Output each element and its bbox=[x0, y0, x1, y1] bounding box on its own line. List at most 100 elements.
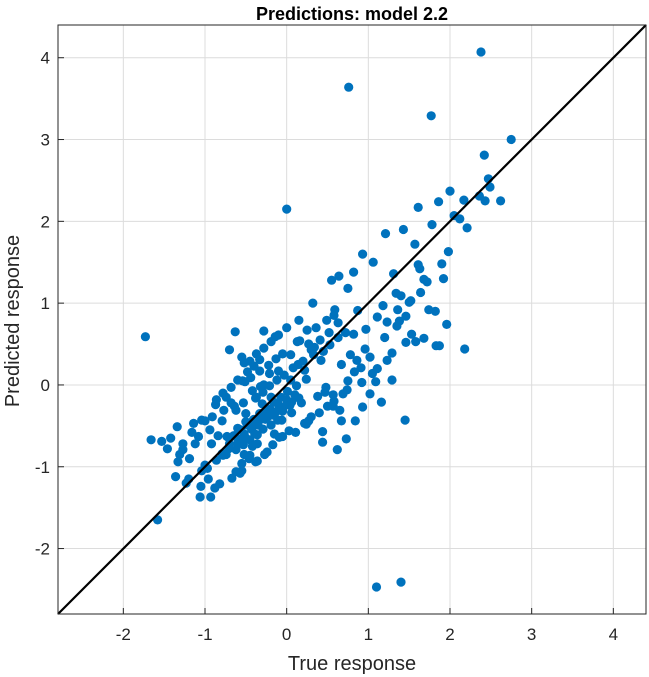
data-point bbox=[345, 350, 355, 360]
data-point bbox=[238, 398, 248, 408]
data-point bbox=[365, 389, 375, 399]
data-point bbox=[282, 386, 293, 397]
axes-box bbox=[57, 24, 647, 615]
data-point bbox=[291, 381, 302, 391]
data-point bbox=[413, 202, 423, 212]
data-point bbox=[358, 249, 368, 259]
data-point bbox=[217, 416, 227, 426]
data-point bbox=[238, 440, 248, 450]
data-point bbox=[445, 186, 455, 196]
data-point bbox=[376, 397, 386, 407]
data-point bbox=[426, 111, 436, 121]
data-point bbox=[213, 431, 223, 441]
data-point bbox=[434, 341, 444, 351]
data-point bbox=[459, 195, 469, 205]
data-point bbox=[382, 317, 392, 327]
data-point bbox=[241, 409, 251, 419]
data-point bbox=[368, 257, 378, 267]
data-point bbox=[285, 400, 295, 410]
data-point bbox=[338, 389, 348, 399]
data-point bbox=[211, 400, 221, 410]
data-point bbox=[226, 382, 236, 392]
reference-line bbox=[57, 24, 647, 615]
chart-title: Predictions: model 2.2 bbox=[256, 4, 448, 24]
data-point bbox=[190, 439, 200, 449]
data-point bbox=[311, 323, 321, 333]
data-point bbox=[442, 319, 452, 329]
data-point bbox=[394, 316, 404, 326]
data-point bbox=[335, 405, 345, 415]
x-tick-label: -2 bbox=[116, 625, 131, 644]
data-point bbox=[336, 359, 346, 370]
data-point bbox=[416, 287, 426, 298]
data-point bbox=[259, 326, 269, 336]
data-point bbox=[361, 324, 371, 334]
data-point bbox=[343, 376, 353, 386]
y-tick-label: 3 bbox=[41, 131, 50, 150]
data-point bbox=[301, 374, 311, 384]
data-point bbox=[287, 408, 297, 418]
data-point bbox=[227, 473, 237, 483]
data-point bbox=[333, 318, 343, 328]
data-point bbox=[205, 425, 215, 435]
data-point bbox=[438, 274, 449, 284]
data-point bbox=[400, 415, 410, 425]
data-point bbox=[264, 360, 274, 370]
data-point bbox=[219, 405, 229, 415]
data-point bbox=[193, 431, 204, 442]
x-axis-label: True response bbox=[288, 653, 416, 675]
y-tick-label: 4 bbox=[41, 49, 50, 68]
data-point bbox=[206, 439, 217, 449]
data-point bbox=[371, 582, 382, 592]
data-point bbox=[321, 382, 331, 392]
data-point bbox=[308, 298, 318, 308]
data-point bbox=[322, 401, 333, 411]
data-point bbox=[264, 368, 275, 379]
data-point bbox=[398, 224, 408, 235]
x-tick-label: 4 bbox=[609, 625, 618, 644]
data-point bbox=[356, 363, 366, 373]
data-point bbox=[172, 422, 182, 432]
x-tick-label: 3 bbox=[527, 625, 536, 644]
data-point bbox=[301, 419, 311, 429]
data-point bbox=[343, 283, 353, 293]
data-point bbox=[332, 445, 342, 455]
data-point bbox=[437, 259, 447, 269]
data-point bbox=[387, 375, 397, 385]
data-point bbox=[352, 355, 362, 365]
data-point bbox=[506, 134, 516, 145]
data-point bbox=[251, 392, 261, 402]
data-point bbox=[282, 204, 292, 214]
data-point bbox=[318, 427, 328, 437]
data-point bbox=[480, 196, 490, 206]
y-tick-label: -1 bbox=[35, 458, 50, 477]
data-point bbox=[476, 47, 486, 57]
data-point bbox=[247, 441, 257, 451]
grid-lines bbox=[58, 25, 646, 614]
y-tick-labels: -2 -1 0 1 2 3 4 bbox=[35, 49, 64, 559]
data-point bbox=[313, 391, 323, 401]
data-point bbox=[327, 275, 337, 285]
data-point bbox=[434, 197, 444, 207]
data-point bbox=[166, 433, 176, 443]
data-point bbox=[349, 329, 359, 339]
data-point bbox=[230, 327, 240, 337]
data-point bbox=[272, 375, 282, 385]
data-point bbox=[252, 430, 262, 440]
data-point bbox=[273, 415, 283, 425]
data-point bbox=[262, 447, 272, 457]
data-point bbox=[349, 367, 359, 377]
x-tick-label: -1 bbox=[197, 625, 212, 644]
data-point bbox=[341, 434, 351, 444]
data-point bbox=[382, 355, 392, 365]
data-point bbox=[210, 483, 220, 493]
data-point bbox=[270, 332, 280, 342]
data-point bbox=[422, 277, 432, 287]
data-point bbox=[255, 355, 265, 365]
data-point bbox=[187, 427, 197, 437]
data-point bbox=[237, 458, 247, 469]
data-point bbox=[455, 214, 465, 224]
data-point bbox=[479, 150, 489, 160]
data-point bbox=[427, 220, 437, 230]
